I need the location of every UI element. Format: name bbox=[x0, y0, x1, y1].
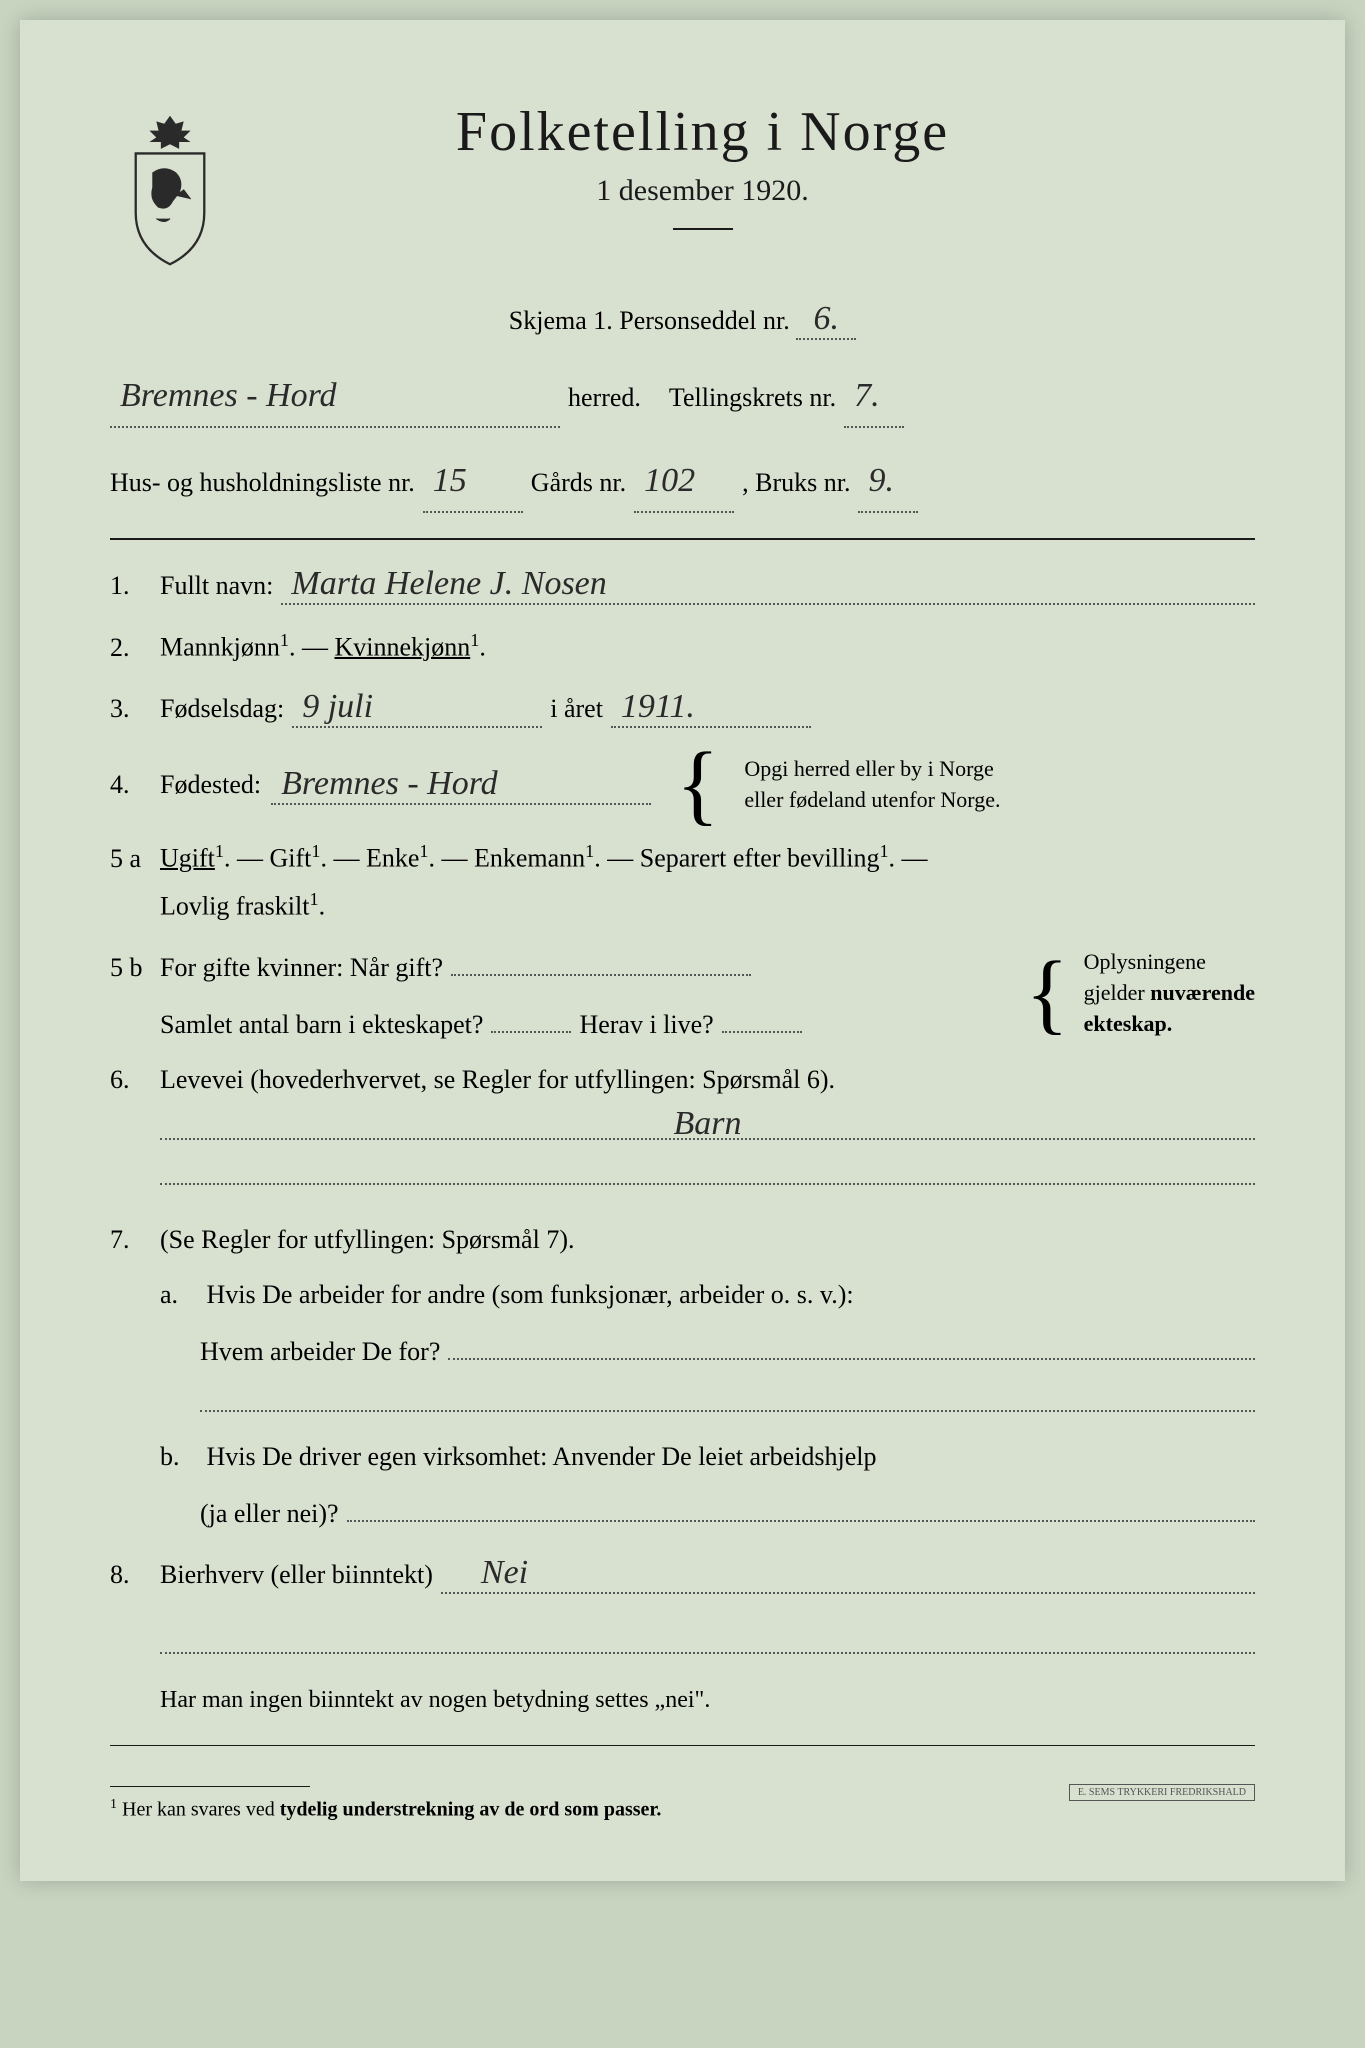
hr bbox=[110, 1745, 1255, 1746]
q5a-fraskilt: Lovlig fraskilt bbox=[160, 891, 309, 920]
herred-value: Bremnes - Hord bbox=[110, 365, 560, 428]
note-bottom: Har man ingen biinntekt av nogen betydni… bbox=[160, 1679, 1255, 1722]
q5b-label1: For gifte kvinner: Når gift? bbox=[160, 953, 443, 983]
footnote-marker: 1 bbox=[110, 1797, 117, 1812]
q5a-enke: Enke bbox=[366, 844, 419, 873]
q6-label: Levevei (hovederhvervet, se Regler for u… bbox=[160, 1065, 835, 1094]
husliste-nr: 15 bbox=[423, 450, 523, 513]
q5a-enkemann: Enkemann bbox=[474, 844, 585, 873]
q7b-fill bbox=[347, 1492, 1255, 1522]
q2-mann: Mannkjønn bbox=[160, 633, 280, 662]
form-header-hus: Hus- og husholdningsliste nr. 15 Gårds n… bbox=[110, 450, 1255, 513]
q3-year: 1911. bbox=[611, 688, 811, 728]
brace-icon: { bbox=[1025, 962, 1068, 1025]
q5a-num: 5 a bbox=[110, 844, 160, 874]
q5b-num: 5 b bbox=[110, 953, 160, 983]
q5b-label3: Herav i live? bbox=[579, 1010, 713, 1040]
form-header-herred: Bremnes - Hord herred. Tellingskrets nr.… bbox=[110, 365, 1255, 428]
q3-num: 3. bbox=[110, 694, 160, 724]
q8: 8. Bierhverv (eller biinntekt) Nei bbox=[110, 1554, 1255, 1594]
q7: 7. (Se Regler for utfyllingen: Spørsmål … bbox=[110, 1225, 1255, 1529]
q2-kvinne: Kvinnekjønn bbox=[334, 633, 470, 662]
q1-value: Marta Helene J. Nosen bbox=[281, 565, 1255, 605]
q7a-line2: Hvem arbeider De for? bbox=[200, 1337, 440, 1367]
q5b-fill1 bbox=[451, 946, 751, 976]
q4-value: Bremnes - Hord bbox=[271, 765, 651, 805]
q5b-fill3 bbox=[722, 1003, 802, 1033]
q5a-separert: Separert efter bevilling bbox=[640, 844, 880, 873]
q5b-label2: Samlet antal barn i ekteskapet? bbox=[160, 1010, 483, 1040]
q1-label: Fullt navn: bbox=[160, 571, 273, 601]
q6-num: 6. bbox=[110, 1065, 160, 1095]
q7b-line1: Hvis De driver egen virksomhet: Anvender… bbox=[207, 1442, 877, 1471]
skjema-label: Skjema 1. Personseddel nr. bbox=[509, 306, 790, 335]
q7b-line2: (ja eller nei)? bbox=[200, 1499, 339, 1529]
q4-label: Fødested: bbox=[160, 770, 261, 800]
tellingskrets-label: Tellingskrets nr. bbox=[669, 375, 836, 422]
q2: 2. Mannkjønn1. — Kvinnekjønn1. bbox=[110, 630, 1255, 663]
gards-nr: 102 bbox=[634, 450, 734, 513]
q7a-fill2 bbox=[200, 1377, 1255, 1412]
q4-note: Opgi herred eller by i Norge eller fødel… bbox=[744, 754, 1000, 816]
main-title: Folketelling i Norge bbox=[270, 100, 1135, 164]
q3: 3. Fødselsdag: 9 juli i året 1911. bbox=[110, 688, 1255, 728]
q7a-fill bbox=[448, 1330, 1255, 1360]
personseddel-nr: 6. bbox=[796, 300, 856, 340]
q5a-gift: Gift bbox=[269, 844, 311, 873]
q7a-letter: a. bbox=[160, 1280, 200, 1310]
q5b-fill2 bbox=[491, 1003, 571, 1033]
gards-label: Gårds nr. bbox=[531, 460, 626, 507]
q3-day: 9 juli bbox=[292, 688, 542, 728]
census-form: Folketelling i Norge 1 desember 1920. Sk… bbox=[20, 20, 1345, 1881]
title-block: Folketelling i Norge 1 desember 1920. bbox=[270, 100, 1255, 245]
hr bbox=[110, 538, 1255, 540]
tellingskrets-nr: 7. bbox=[844, 365, 904, 428]
header: Folketelling i Norge 1 desember 1920. bbox=[110, 100, 1255, 270]
q6: 6. Levevei (hovederhvervet, se Regler fo… bbox=[110, 1065, 1255, 1185]
coat-of-arms-icon bbox=[110, 110, 230, 270]
q6-fill bbox=[160, 1150, 1255, 1185]
q6-value: Barn bbox=[674, 1105, 742, 1142]
q8-num: 8. bbox=[110, 1560, 160, 1590]
divider bbox=[673, 228, 733, 230]
brace-icon: { bbox=[676, 753, 719, 816]
q7b-letter: b. bbox=[160, 1442, 200, 1472]
form-header-skjema: Skjema 1. Personseddel nr. 6. bbox=[110, 300, 1255, 340]
q5a: 5 a Ugift1. — Gift1. — Enke1. — Enkemann… bbox=[110, 841, 1255, 921]
q8-value: Nei bbox=[441, 1554, 1255, 1594]
husliste-label: Hus- og husholdningsliste nr. bbox=[110, 460, 415, 507]
q2-num: 2. bbox=[110, 633, 160, 663]
footnote-sep bbox=[110, 1786, 310, 1787]
subtitle: 1 desember 1920. bbox=[270, 174, 1135, 208]
q4: 4. Fødested: Bremnes - Hord { Opgi herre… bbox=[110, 753, 1255, 816]
herred-label: herred. bbox=[568, 375, 641, 422]
q7-num: 7. bbox=[110, 1225, 160, 1255]
bruks-label: , Bruks nr. bbox=[742, 460, 850, 507]
q7-label: (Se Regler for utfyllingen: Spørsmål 7). bbox=[160, 1225, 574, 1254]
q5a-ugift: Ugift bbox=[160, 844, 215, 873]
q1: 1. Fullt navn: Marta Helene J. Nosen bbox=[110, 565, 1255, 605]
q8-fill bbox=[160, 1619, 1255, 1654]
q7a-line1: Hvis De arbeider for andre (som funksjon… bbox=[207, 1280, 854, 1309]
q4-num: 4. bbox=[110, 770, 160, 800]
q8-label: Bierhverv (eller biinntekt) bbox=[160, 1560, 433, 1590]
q1-num: 1. bbox=[110, 571, 160, 601]
q5b-note: Oplysningene gjelder nuværende ekteskap. bbox=[1084, 947, 1255, 1039]
q5b: 5 b For gifte kvinner: Når gift? Samlet … bbox=[110, 946, 1255, 1040]
bruks-nr: 9. bbox=[858, 450, 918, 513]
q3-label: Fødselsdag: bbox=[160, 694, 284, 724]
q3-year-label: i året bbox=[550, 694, 603, 724]
printer-stamp: E. SEMS TRYKKERI FREDRIKSHALD bbox=[1069, 1784, 1255, 1801]
